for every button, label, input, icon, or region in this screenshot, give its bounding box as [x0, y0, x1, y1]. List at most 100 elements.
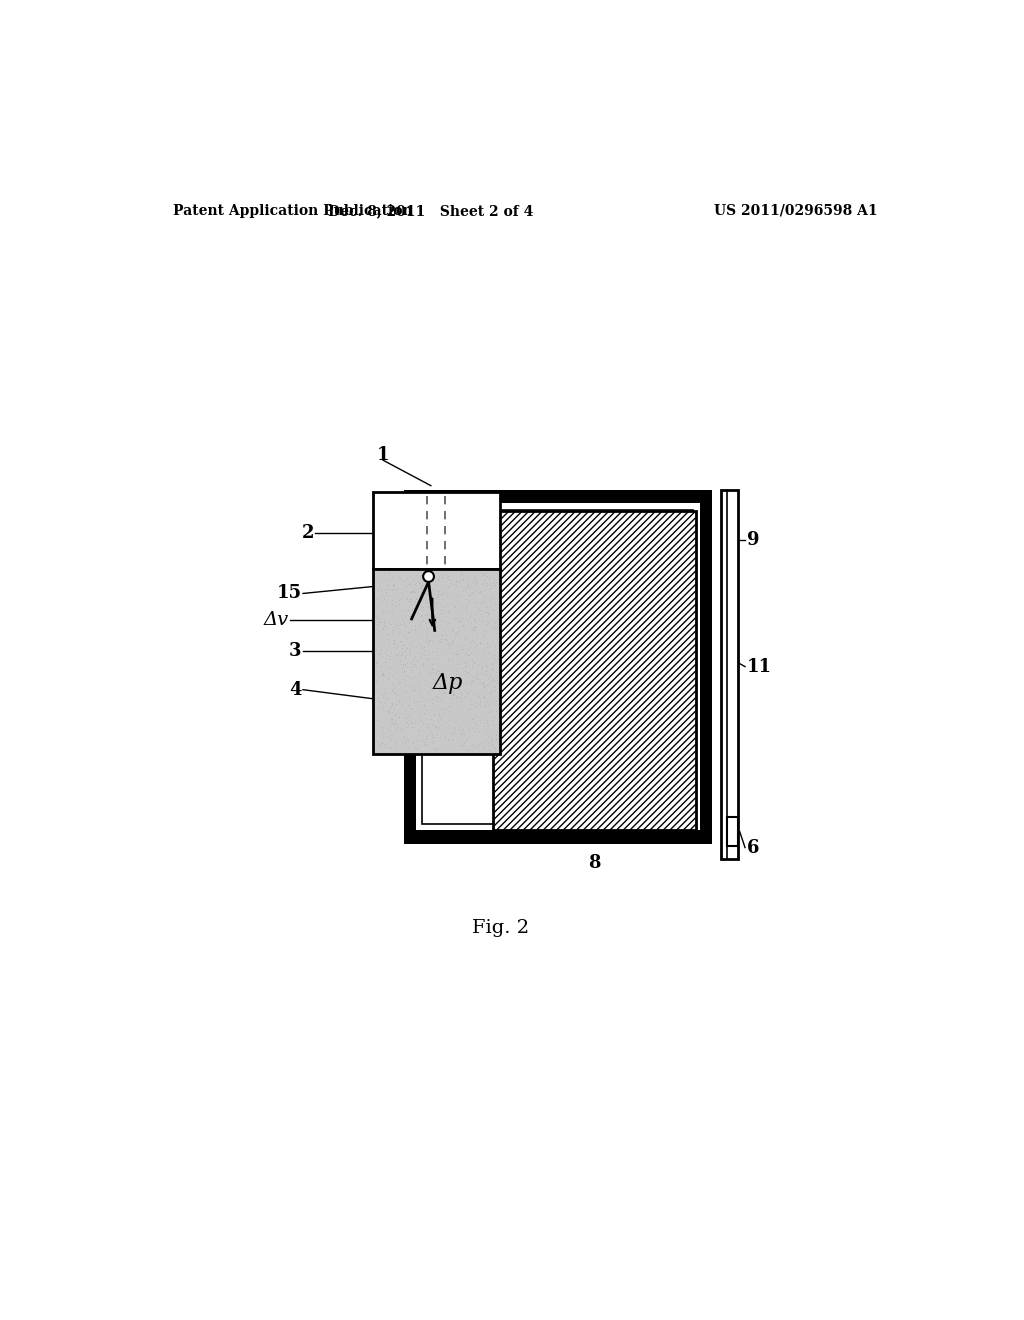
Point	[472, 582, 488, 603]
Point	[456, 733, 472, 754]
Point	[419, 631, 435, 652]
Point	[384, 713, 400, 734]
Point	[468, 685, 484, 706]
Point	[468, 692, 484, 713]
Point	[404, 569, 421, 590]
Point	[383, 591, 399, 612]
Point	[436, 642, 453, 663]
Point	[463, 671, 479, 692]
Point	[375, 665, 391, 686]
Point	[467, 636, 483, 657]
Point	[374, 733, 390, 754]
Point	[478, 721, 495, 742]
Bar	[699, 490, 712, 843]
Point	[488, 661, 505, 682]
Point	[453, 635, 469, 656]
Point	[439, 735, 456, 756]
Point	[382, 737, 398, 758]
Point	[426, 704, 442, 725]
Point	[387, 702, 403, 723]
Point	[423, 595, 439, 616]
Point	[451, 626, 467, 647]
Point	[455, 718, 471, 739]
Point	[415, 655, 431, 676]
Point	[393, 644, 410, 665]
Point	[445, 573, 462, 594]
Point	[379, 623, 395, 644]
Point	[462, 632, 478, 653]
Point	[418, 726, 434, 747]
Point	[458, 729, 474, 750]
Point	[450, 676, 466, 697]
Point	[420, 681, 436, 702]
Point	[440, 586, 457, 607]
Point	[455, 636, 471, 657]
Point	[409, 593, 425, 614]
Point	[431, 630, 447, 651]
Point	[430, 638, 446, 659]
Point	[429, 648, 445, 669]
Point	[397, 642, 414, 663]
Point	[375, 664, 391, 685]
Point	[482, 577, 499, 598]
Point	[386, 595, 402, 616]
Point	[447, 692, 464, 713]
Point	[404, 717, 421, 738]
Point	[453, 586, 469, 607]
Point	[380, 656, 396, 677]
Point	[437, 682, 454, 704]
Point	[384, 573, 400, 594]
Point	[387, 579, 403, 601]
Text: Patent Application Publication: Patent Application Publication	[173, 203, 413, 218]
Point	[418, 612, 434, 634]
Point	[440, 701, 457, 722]
Point	[406, 680, 422, 701]
Point	[454, 722, 470, 743]
Point	[372, 639, 388, 660]
Point	[403, 581, 420, 602]
Point	[458, 729, 474, 750]
Point	[450, 668, 466, 689]
Point	[461, 721, 477, 742]
Point	[384, 566, 400, 587]
Point	[434, 714, 451, 735]
Point	[395, 614, 412, 635]
Point	[474, 611, 490, 632]
Point	[390, 673, 407, 694]
Point	[383, 710, 399, 731]
Point	[383, 729, 399, 750]
Point	[404, 659, 421, 680]
Point	[417, 702, 433, 723]
Point	[369, 673, 385, 694]
Point	[450, 644, 466, 665]
Point	[488, 616, 505, 638]
Point	[465, 618, 481, 639]
Point	[430, 667, 446, 688]
Point	[466, 738, 482, 759]
Point	[431, 705, 447, 726]
Point	[471, 653, 487, 675]
Point	[401, 705, 418, 726]
Point	[476, 686, 493, 708]
Point	[398, 726, 415, 747]
Point	[478, 675, 495, 696]
Point	[424, 680, 440, 701]
Point	[413, 605, 429, 626]
Point	[402, 593, 419, 614]
Point	[434, 671, 451, 692]
Point	[487, 623, 504, 644]
Point	[457, 680, 473, 701]
Point	[421, 581, 437, 602]
Text: Fig. 2: Fig. 2	[472, 920, 528, 937]
Point	[407, 619, 423, 640]
Point	[411, 725, 427, 746]
Point	[376, 735, 392, 756]
Point	[433, 564, 450, 585]
Point	[466, 652, 482, 673]
Point	[400, 573, 417, 594]
Point	[372, 697, 388, 718]
Point	[421, 576, 437, 597]
Point	[388, 605, 404, 626]
Point	[429, 570, 445, 591]
Point	[371, 611, 387, 632]
